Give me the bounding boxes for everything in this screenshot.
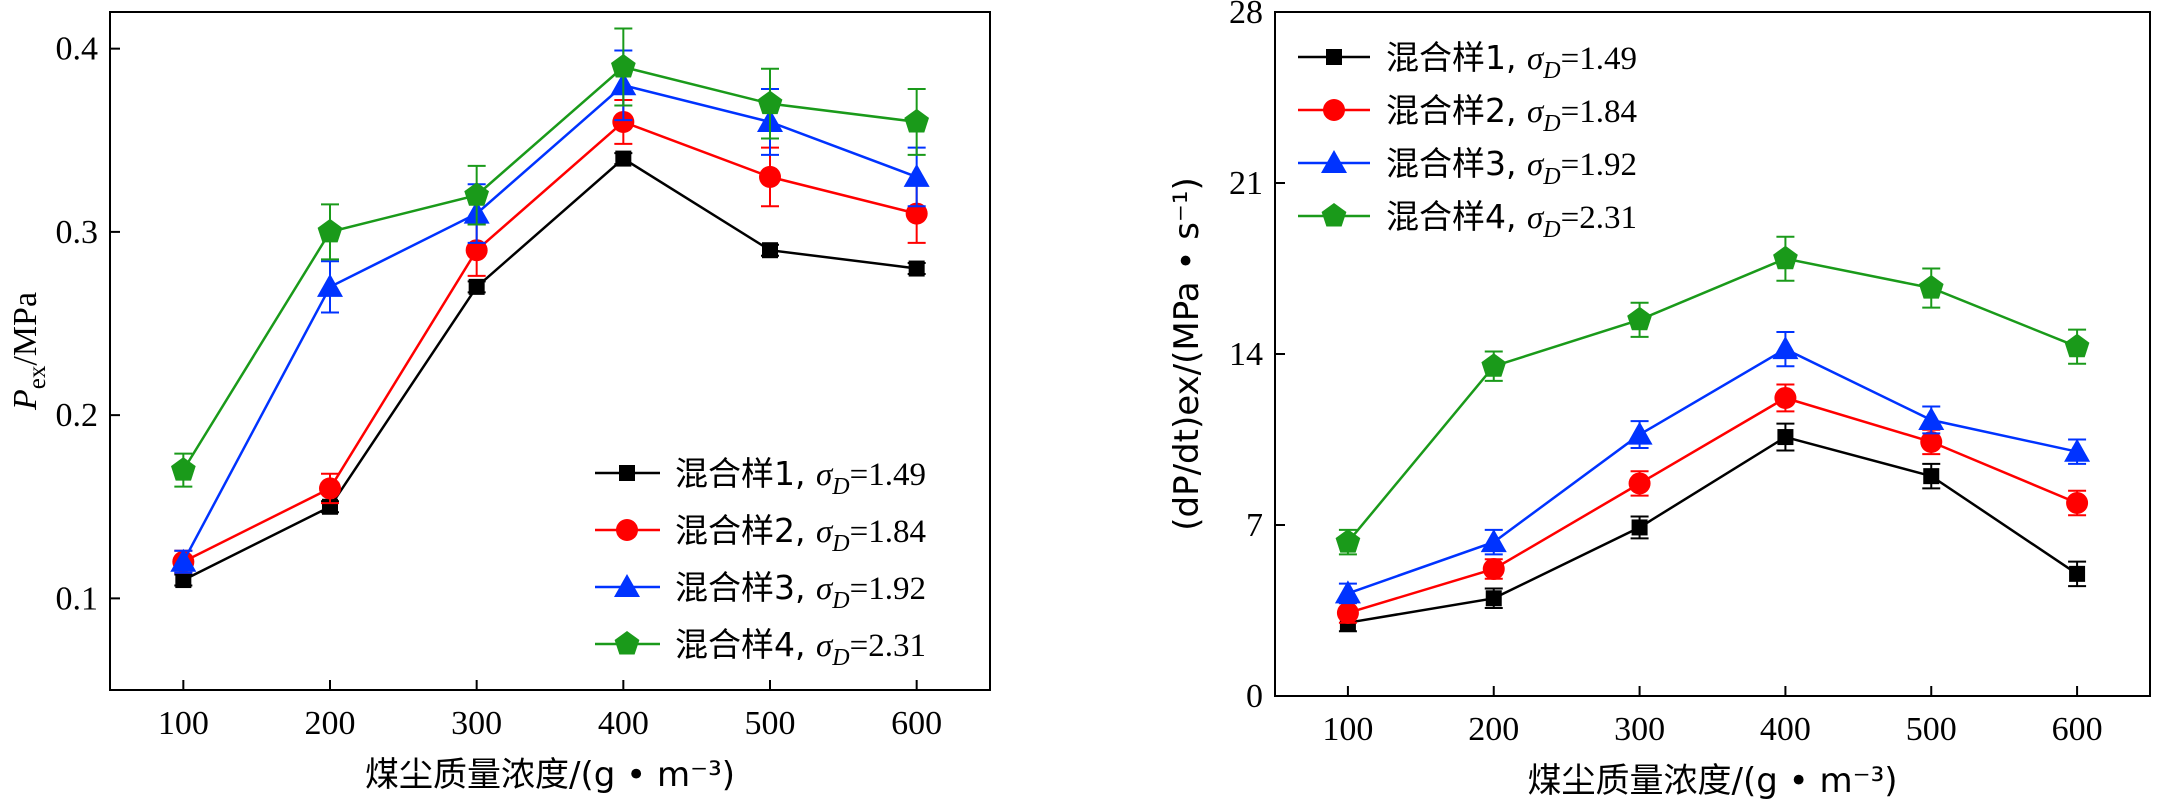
legend-label-1-2: 混合样3, σD=1.92 (1386, 144, 1637, 190)
data-point-1-2-3 (1772, 336, 1799, 360)
series-line-0-0 (182, 157, 917, 582)
data-point-1-3-5 (2064, 333, 2090, 358)
y-tick-label-1-0: 0 (1246, 678, 1263, 715)
data-point-0-2-5 (903, 163, 930, 187)
x-tick-label-1-2: 300 (1614, 711, 1665, 748)
data-point-1-2-5 (2064, 438, 2091, 462)
legend-marker-0-0 (619, 465, 635, 481)
x-axis-title-0: 煤尘质量浓度/(g • m⁻³) (365, 755, 735, 795)
x-tick-label-1-5: 600 (2052, 711, 2103, 748)
data-point-1-1-0 (1336, 601, 1359, 624)
legend-0: 混合样1, σD=1.49 混合样2, σD=1.84 混合样3, σD=1.92 混… (595, 454, 926, 671)
x-tick-label-0-0: 100 (158, 705, 209, 742)
legend-marker-1-2 (1321, 150, 1347, 173)
data-point-1-1-3 (1774, 386, 1797, 409)
data-point-1-3-1 (1481, 353, 1507, 377)
series-line-1-3 (1346, 257, 2078, 543)
data-point-0-0-2 (468, 278, 485, 295)
data-point-1-3-4 (1918, 275, 1944, 299)
data-point-0-0-0 (175, 572, 192, 589)
data-point-0-1-4 (759, 165, 781, 188)
legend-label-1-3: 混合样4, σD=2.31 (1386, 197, 1637, 243)
data-point-1-1-5 (2066, 492, 2089, 515)
data-point-0-3-2 (464, 182, 489, 206)
legend-label-0-2: 混合样3, σD=1.92 (675, 568, 926, 614)
legend-label-1-1: 混合样2, σD=1.84 (1386, 91, 1637, 137)
legend-label-0-3: 混合样4, σD=2.31 (675, 625, 926, 671)
y-tick-label-1-3: 21 (1229, 165, 1263, 202)
y-tick-label-1-1: 7 (1246, 507, 1263, 544)
data-point-1-0-5 (2069, 565, 2086, 582)
data-point-1-3-0 (1335, 529, 1361, 553)
y-axis-title-0: Pex/MPa (7, 292, 51, 411)
legend-marker-0-2 (614, 574, 640, 597)
data-point-1-1-4 (1920, 430, 1943, 453)
data-point-1-0-1 (1485, 590, 1502, 607)
y-tick-label-0-0: 0.1 (56, 580, 99, 617)
x-tick-label-1-0: 100 (1322, 711, 1373, 748)
data-point-0-3-4 (757, 90, 783, 115)
data-point-1-2-4 (1918, 406, 1945, 430)
data-point-1-0-2 (1631, 519, 1648, 536)
legend-marker-1-1 (1323, 99, 1345, 121)
y-tick-label-1-4: 28 (1229, 0, 1263, 31)
series-line-1-2 (1347, 347, 2078, 595)
legend-label-0-1: 混合样2, σD=1.84 (675, 511, 926, 557)
series-line-1-0 (1347, 435, 2078, 624)
panel-right: 100 200 300 400 500 600 0 7 14 21 28 煤尘质量浓度/(g • m⁻… (1167, 0, 2151, 800)
x-tick-label-0-2: 300 (451, 705, 502, 742)
data-point-1-0-3 (1777, 429, 1794, 446)
y-axis-title-1: (dP/dt)ex/(MPa • s⁻¹) (1167, 177, 1207, 531)
legend-marker-1-3 (1321, 203, 1347, 227)
legend-1: 混合样1, σD=1.49 混合样2, σD=1.84 混合样3, σD=1.92 混… (1298, 38, 1637, 243)
data-point-0-1-3 (612, 110, 635, 133)
data-point-0-3-5 (904, 108, 929, 133)
data-point-1-1-1 (1482, 557, 1505, 580)
data-point-1-2-2 (1626, 421, 1653, 445)
legend-marker-0-1 (616, 519, 638, 541)
x-tick-label-0-3: 400 (598, 705, 649, 742)
x-tick-label-1-1: 200 (1468, 711, 1519, 748)
y-tick-label-0-2: 0.3 (56, 214, 99, 251)
data-point-1-3-3 (1773, 245, 1798, 270)
data-point-0-1-5 (905, 202, 928, 225)
data-point-0-2-0 (170, 548, 197, 572)
y-tick-label-0-1: 0.2 (56, 397, 99, 434)
data-point-0-3-3 (611, 54, 636, 78)
y-tick-label-0-3: 0.4 (56, 31, 99, 68)
y-tick-label-1-2: 14 (1229, 336, 1263, 373)
data-point-1-3-2 (1627, 306, 1652, 331)
legend-marker-1-0 (1326, 49, 1342, 65)
x-axis-title-1: 煤尘质量浓度/(g • m⁻³) (1528, 761, 1898, 800)
plot-frame-0 (109, 11, 991, 691)
x-tick-label-0-4: 500 (745, 705, 796, 742)
data-point-1-1-2 (1628, 472, 1651, 495)
data-point-0-0-4 (762, 242, 778, 259)
data-point-0-2-1 (317, 273, 343, 297)
legend-label-1-0: 混合样1, σD=1.49 (1386, 38, 1637, 84)
x-tick-label-1-4: 500 (1906, 711, 1957, 748)
x-tick-label-0-1: 200 (305, 705, 356, 742)
legend-marker-0-3 (614, 631, 640, 655)
data-point-1-2-0 (1334, 580, 1361, 604)
series-line-0-2 (182, 83, 918, 563)
data-point-0-1-2 (465, 239, 488, 262)
data-point-1-2-1 (1480, 529, 1507, 553)
data-point-0-1-1 (319, 477, 341, 500)
series-line-1-1 (1347, 396, 2078, 615)
panel-left: 100 200 300 400 500 600 0.1 0.2 0.3 0.4 煤尘质量浓度/(g … (7, 11, 991, 795)
x-tick-label-0-5: 600 (891, 705, 942, 742)
series-line-0-1 (182, 120, 918, 563)
series-line-0-3 (182, 65, 917, 471)
data-point-0-3-1 (317, 218, 343, 243)
data-point-0-0-5 (908, 260, 925, 277)
data-point-1-0-4 (1923, 468, 1940, 485)
legend-label-0-0: 混合样1, σD=1.49 (675, 454, 926, 500)
data-point-0-3-0 (171, 457, 196, 481)
data-point-0-0-3 (615, 150, 632, 167)
x-tick-label-1-3: 400 (1760, 711, 1811, 748)
